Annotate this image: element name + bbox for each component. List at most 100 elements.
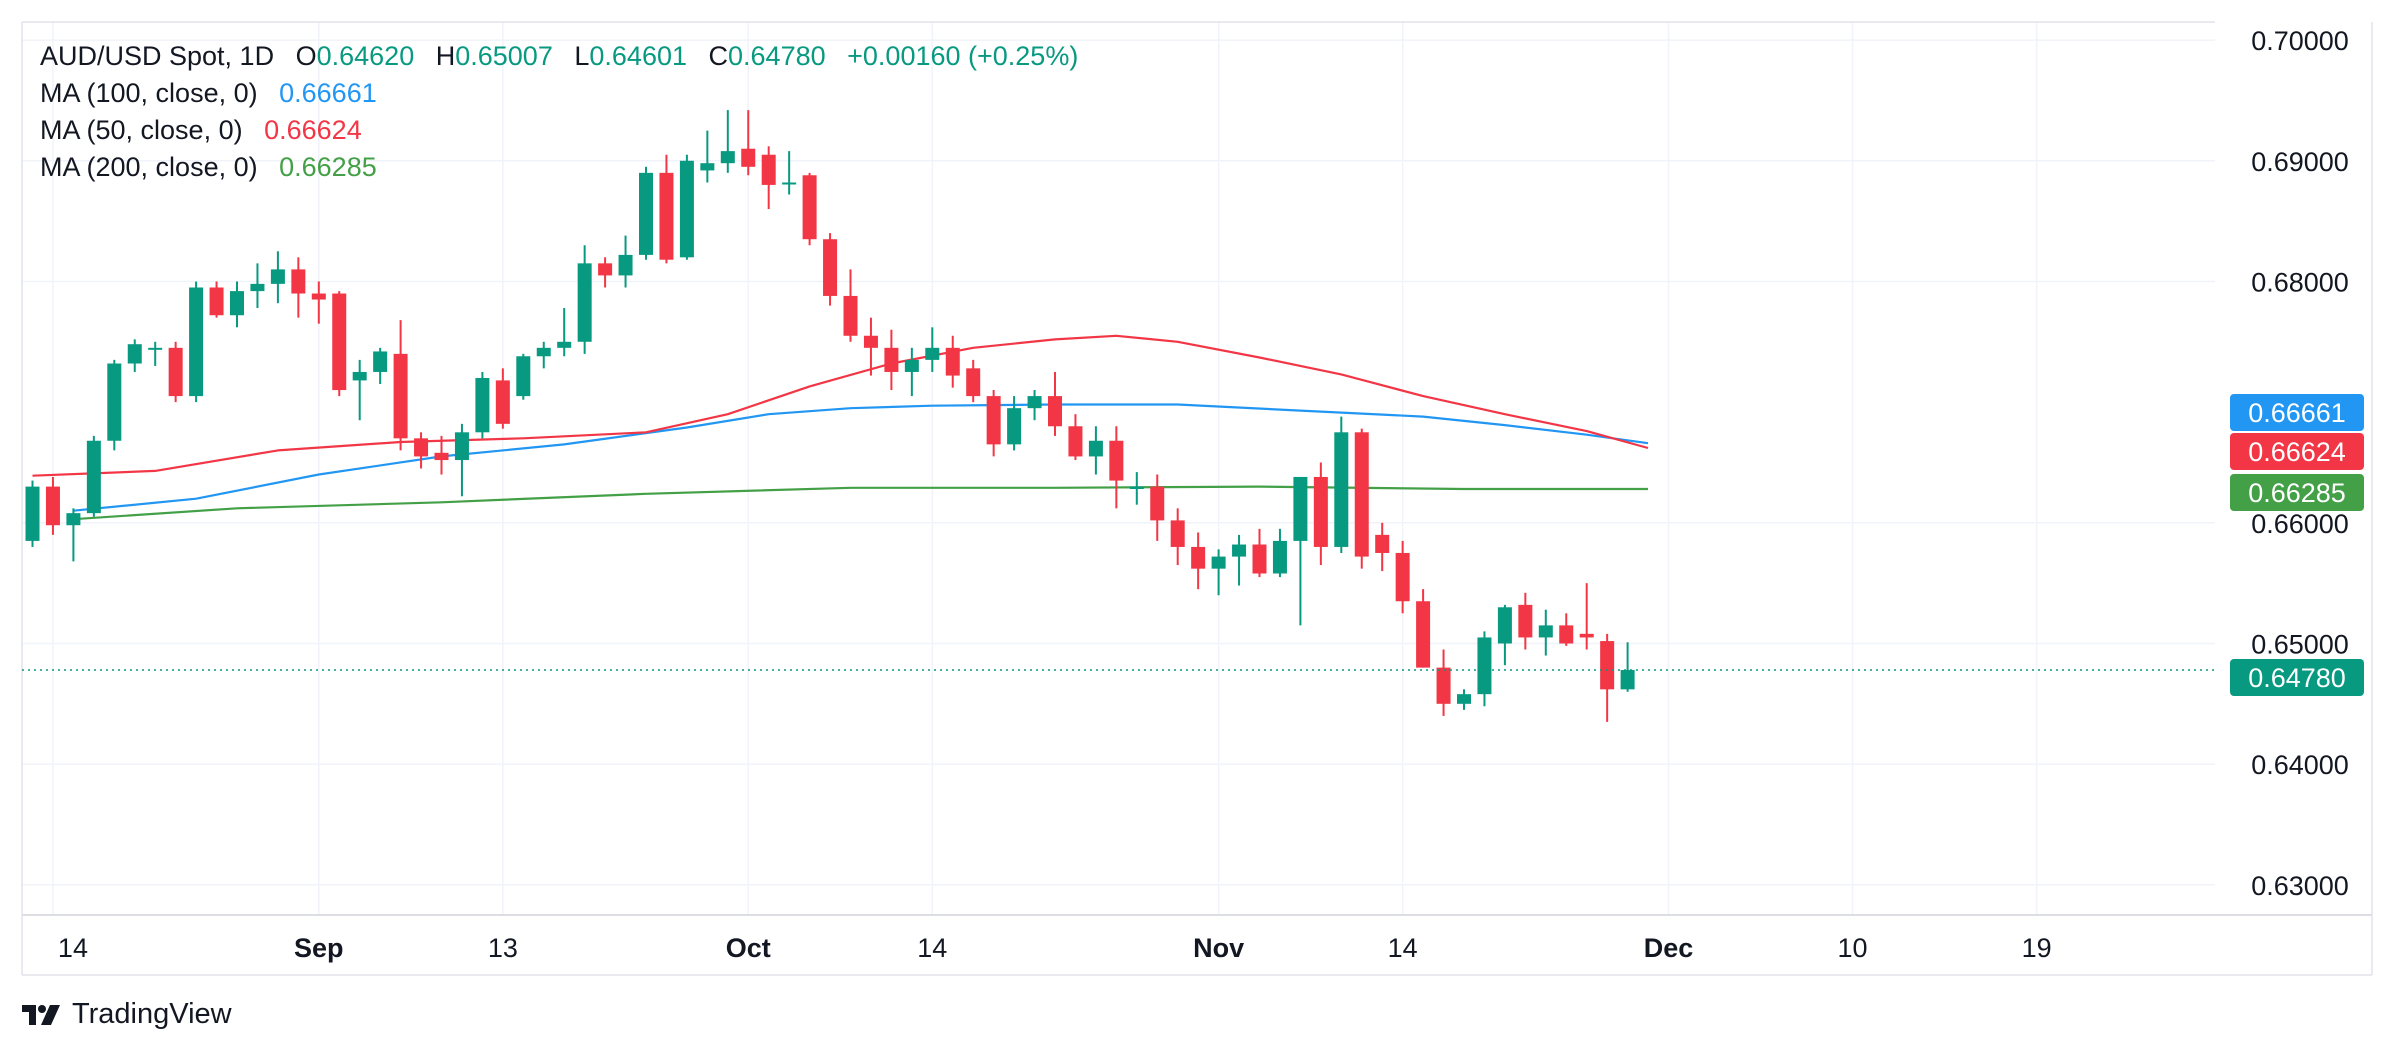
- candle-body: [720, 151, 735, 164]
- y-axis-labels: 0.70000 0.69000 0.68000 0.66000 0.65000 0.640…: [2251, 26, 2349, 901]
- price-tag-box: [2230, 433, 2364, 470]
- ma100-line: [73, 403, 1649, 512]
- ma100-row[interactable]: MA (100, close, 0) 0.66661: [40, 75, 1078, 112]
- candle: [1007, 396, 1022, 451]
- candle-body: [107, 363, 122, 441]
- candle-body: [925, 347, 940, 360]
- price-tag-box: [2230, 474, 2364, 511]
- candle-body: [1191, 546, 1206, 569]
- x-tick-label: Nov: [1193, 933, 1244, 963]
- candle-body: [1518, 604, 1533, 638]
- candle-body: [1354, 432, 1369, 557]
- candle-body: [1436, 667, 1451, 704]
- candle-body: [1600, 641, 1615, 690]
- candle: [373, 347, 388, 385]
- axes: [21, 21, 2373, 976]
- candle: [823, 233, 838, 306]
- candle: [454, 423, 469, 497]
- candle: [230, 281, 244, 328]
- candle-body: [1477, 637, 1492, 695]
- x-axis-labels: 14 Sep 13 Oct 14 Nov 14 Dec 10 19: [58, 933, 2052, 963]
- candle: [1457, 689, 1471, 710]
- candle: [1395, 540, 1410, 614]
- high-value: 0.65007: [455, 41, 553, 71]
- ma200-row[interactable]: MA (200, close, 0) 0.66285: [40, 149, 1078, 186]
- candle-body: [250, 283, 265, 292]
- candle-body: [1497, 607, 1512, 644]
- candle-body: [45, 486, 60, 526]
- candle: [1293, 476, 1308, 626]
- candle: [1436, 649, 1451, 716]
- candle-body: [189, 287, 204, 397]
- candle-body: [1416, 601, 1431, 668]
- x-tick-label: 19: [2022, 933, 2052, 963]
- candle-body: [884, 347, 899, 372]
- candle: [1518, 592, 1533, 650]
- x-tick-label: 14: [1388, 933, 1418, 963]
- candle: [618, 235, 633, 288]
- x-tick-label: Dec: [1644, 933, 1694, 963]
- ma100-value: 0.66661: [279, 78, 377, 108]
- change-value: +0.00160 (+0.25%): [847, 41, 1079, 71]
- candle-body: [1334, 432, 1349, 547]
- candle: [782, 151, 797, 195]
- ma50-row[interactable]: MA (50, close, 0) 0.66624: [40, 112, 1078, 149]
- x-tick-label: 13: [488, 933, 518, 963]
- candle: [1109, 426, 1124, 509]
- candle-body: [1088, 440, 1103, 457]
- candle-body: [1538, 625, 1553, 638]
- candle: [925, 327, 940, 372]
- candle: [1559, 613, 1574, 646]
- candle: [1416, 589, 1431, 668]
- y-tick-label: 0.66000: [2251, 509, 2349, 539]
- candle: [107, 359, 122, 451]
- candle: [577, 245, 592, 354]
- candle-body: [475, 377, 490, 433]
- candle-body: [761, 154, 776, 185]
- candle-body: [332, 293, 347, 391]
- symbol-label[interactable]: AUD/USD Spot, 1D: [40, 41, 275, 71]
- x-tick-label: Oct: [726, 933, 771, 963]
- candle: [414, 432, 429, 469]
- candle-body: [557, 341, 572, 348]
- price-tags: 0.66661 0.66624 0.66285 0.64780: [2230, 394, 2364, 696]
- candle-body: [1272, 540, 1287, 574]
- candle-body: [536, 347, 551, 357]
- candle-body: [209, 287, 224, 316]
- candle-body: [168, 347, 183, 397]
- candle: [148, 341, 163, 366]
- candle: [1579, 583, 1594, 650]
- candle-body: [639, 172, 653, 255]
- candle-body: [1048, 396, 1062, 427]
- candle: [741, 110, 756, 176]
- tradingview-logo-icon: [22, 1004, 60, 1025]
- candle: [1313, 462, 1328, 566]
- candle-body: [1109, 440, 1124, 481]
- price-tag: 0.66285: [2230, 474, 2364, 511]
- candle-body: [1559, 625, 1574, 644]
- candle: [25, 480, 40, 547]
- ma50-value: 0.66624: [264, 115, 362, 145]
- candle-body: [1579, 633, 1594, 638]
- candle: [291, 257, 306, 318]
- low-label: L: [574, 41, 590, 71]
- candle-body: [823, 239, 838, 296]
- candle: [1354, 428, 1369, 569]
- candle: [761, 146, 776, 210]
- tradingview-brand[interactable]: TradingView: [22, 998, 232, 1031]
- candle-body: [230, 291, 244, 316]
- candle-body: [1232, 544, 1247, 557]
- ohlc-row: AUD/USD Spot, 1D O0.64620 H0.65007 L0.64…: [40, 38, 1078, 75]
- candle-body: [700, 163, 715, 171]
- candle: [639, 166, 653, 260]
- y-tick-label: 0.70000: [2251, 26, 2349, 56]
- candle: [557, 308, 572, 357]
- candle: [495, 368, 510, 429]
- candle-body: [86, 440, 101, 514]
- candle: [659, 154, 674, 264]
- candle-body: [577, 263, 592, 342]
- candle: [966, 359, 981, 403]
- candle-body: [1395, 552, 1410, 602]
- candle: [1477, 631, 1492, 707]
